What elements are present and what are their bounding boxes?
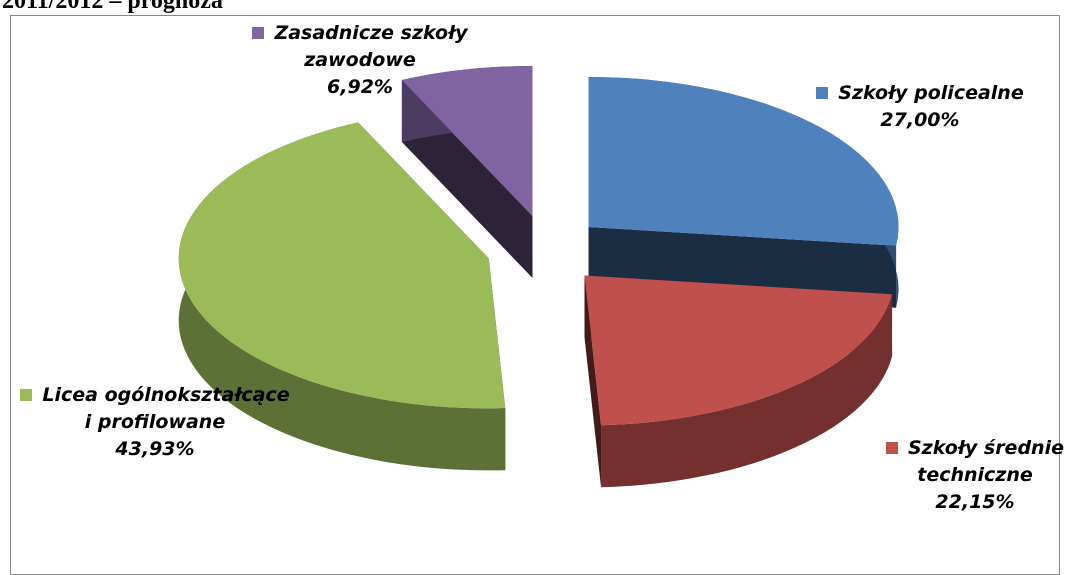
data-label: Licea ogólnokształcące i profilowane 43,9… xyxy=(20,382,290,463)
data-label: Zasadnicze szkoły zawodowe 6,92% xyxy=(220,20,500,101)
legend-swatch xyxy=(252,27,265,39)
slice-wall xyxy=(601,294,893,488)
value-label: 22,15% xyxy=(935,491,1015,513)
slice-top xyxy=(588,76,899,246)
category-label: Szkoły policealne xyxy=(838,82,1024,104)
data-label: Szkoły policealne 27,00% xyxy=(790,80,1050,134)
slice-side xyxy=(584,275,602,488)
value-label: 6,92% xyxy=(327,76,393,98)
slice xyxy=(178,122,506,471)
legend-swatch xyxy=(886,442,898,454)
category-label: Licea ogólnokształcące i profilowane xyxy=(42,384,290,433)
slice-top xyxy=(584,275,893,426)
category-label: Zasadnicze szkoły zawodowe xyxy=(274,22,468,71)
slice-top xyxy=(401,66,533,217)
slice xyxy=(401,66,533,279)
category-label: Szkoły średnie techniczne xyxy=(908,437,1064,486)
slice-top xyxy=(178,122,506,409)
value-label: 43,93% xyxy=(115,438,195,460)
legend-swatch xyxy=(20,389,33,401)
value-label: 27,00% xyxy=(880,109,960,131)
data-label: Szkoły średnie techniczne 22,15% xyxy=(880,435,1070,516)
legend-swatch xyxy=(816,87,829,99)
slice xyxy=(584,275,893,488)
chart-title: 2011/2012 – prognoza xyxy=(2,0,223,14)
